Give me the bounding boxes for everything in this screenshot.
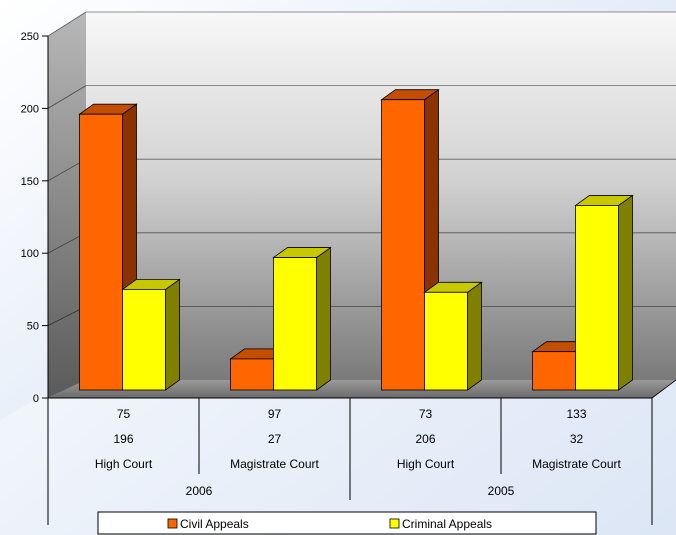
gridline-side <box>47 85 87 109</box>
bar <box>423 281 483 391</box>
table-cell: 133 <box>566 407 586 421</box>
side-wall <box>48 12 86 398</box>
legend-swatch <box>389 518 400 529</box>
category-label: High Court <box>397 457 455 471</box>
y-tick-label: 250 <box>21 31 39 43</box>
bar-front <box>424 291 468 391</box>
table-edge <box>651 379 676 399</box>
bar <box>574 194 634 391</box>
table-cell: 73 <box>419 407 433 421</box>
legend-item: Criminal Appeals <box>389 517 492 531</box>
table-cell: 97 <box>268 407 282 421</box>
bar-side <box>467 281 482 391</box>
bar-side <box>618 194 633 391</box>
data-table: 75 196 High Court 97 27 Magistrate Court 73 206… <box>47 379 676 525</box>
bar <box>121 278 181 391</box>
table-cell: 27 <box>268 432 282 446</box>
legend-swatch <box>167 518 178 529</box>
table-cell: 206 <box>415 432 435 446</box>
floor <box>48 380 676 398</box>
category-label: Magistrate Court <box>230 457 319 471</box>
legend-label: Civil Appeals <box>180 517 249 531</box>
y-tick-label: 50 <box>27 321 39 333</box>
legend-box <box>97 511 597 535</box>
bar <box>272 246 332 391</box>
bar-front <box>230 358 274 391</box>
bar-front <box>381 99 425 391</box>
table-cell: 75 <box>117 407 131 421</box>
group-label: 2005 <box>488 484 515 498</box>
y-axis: 0 50 100 150 200 250 <box>21 31 49 405</box>
y-tick-label: 200 <box>21 103 39 115</box>
table-cell: 32 <box>570 432 584 446</box>
gridline-side <box>47 11 87 37</box>
bar-side <box>165 278 180 391</box>
bar-front <box>79 113 123 391</box>
y-tick-label: 0 <box>33 393 39 405</box>
table-cell: 196 <box>113 432 133 446</box>
legend-label: Criminal Appeals <box>402 517 492 531</box>
bar-side <box>316 246 331 391</box>
legend-item: Civil Appeals <box>167 517 249 531</box>
y-tick-label: 150 <box>21 176 39 188</box>
bar-front <box>122 288 166 391</box>
group-label: 2006 <box>186 484 213 498</box>
bar-front <box>532 351 576 391</box>
bars <box>78 88 634 391</box>
y-tick-label: 100 <box>21 248 39 260</box>
bar-front <box>273 257 317 391</box>
legend: Civil Appeals Criminal Appeals <box>97 511 597 535</box>
category-label: Magistrate Court <box>532 457 621 471</box>
category-label: High Court <box>95 457 153 471</box>
bar-front <box>575 205 619 391</box>
